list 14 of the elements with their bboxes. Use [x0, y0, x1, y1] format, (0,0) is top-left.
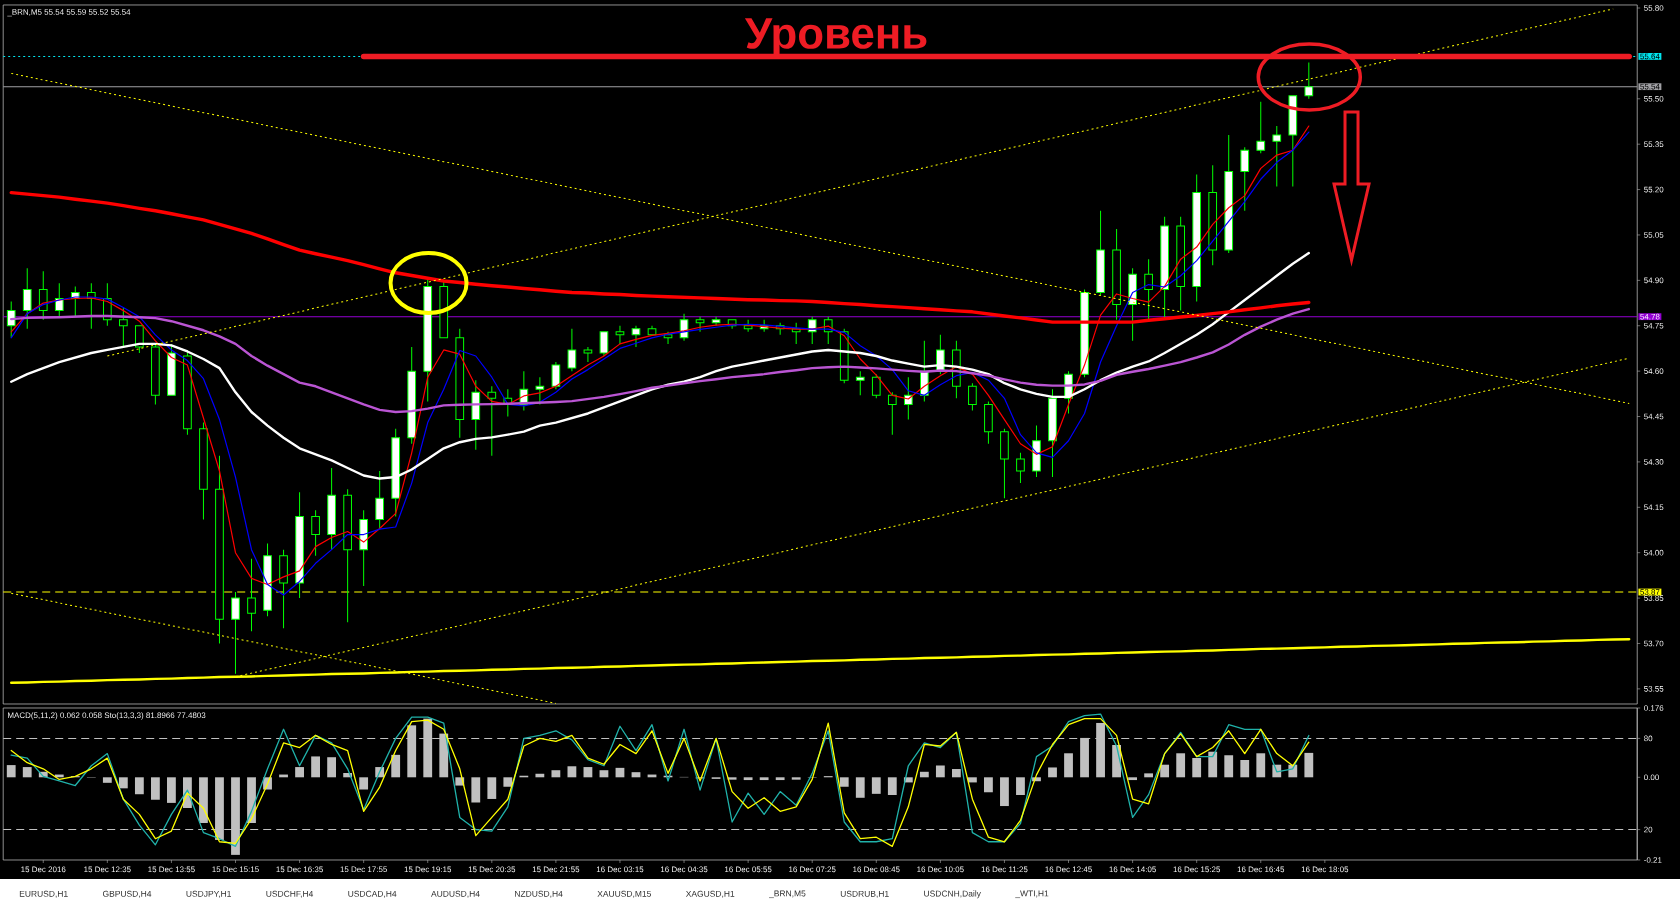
- text: XAUUSD,M15: [597, 890, 651, 898]
- text: _WTI,H1: [1015, 890, 1049, 899]
- text: EURUSD,H1: [19, 890, 68, 898]
- annotation: Уровень: [744, 18, 927, 58]
- text: USDCNH,Daily: [924, 890, 981, 899]
- text: AUDUSD,H4: [431, 890, 480, 898]
- text: USDCAD,H4: [348, 890, 397, 898]
- text: NZDUSD,H4: [515, 890, 563, 898]
- text: XAGUSD,H1: [685, 890, 735, 898]
- text: GBPUSD,H4: [102, 890, 152, 898]
- text: USDRUB,H1: [840, 890, 889, 898]
- text: USDCHF,H4: [266, 890, 314, 898]
- text: USDJPY,H1: [186, 890, 231, 898]
- text: _BRN,M5: [768, 890, 806, 899]
